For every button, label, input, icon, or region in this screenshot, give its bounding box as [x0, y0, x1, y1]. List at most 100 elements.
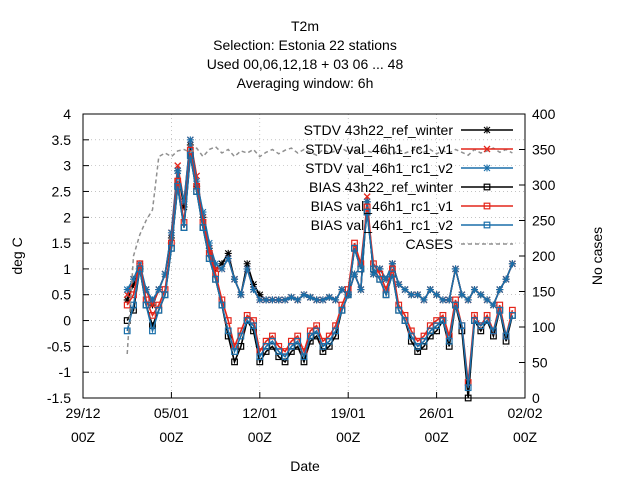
legend-entry: STDV 43h22_ref_winter: [304, 122, 513, 138]
data-point: [237, 332, 245, 340]
data-point: [130, 275, 138, 283]
y-tick-label: 1: [63, 261, 71, 277]
data-point: [489, 301, 497, 309]
data-point: [338, 286, 346, 294]
title-line: Selection: Estonia 22 stations: [213, 37, 397, 53]
data-point: [268, 296, 276, 304]
data-point: [388, 260, 396, 268]
y2-tick-label: 0: [532, 390, 540, 406]
x-tick-label-time: 00Z: [248, 429, 273, 445]
data-point: [363, 198, 371, 206]
y2-tick-label: 400: [532, 106, 556, 122]
data-point: [174, 167, 182, 175]
legend-marker: [483, 221, 491, 229]
data-point: [477, 322, 485, 330]
y-tick-label: 0.5: [52, 287, 72, 303]
data-point: [496, 286, 504, 294]
data-point: [319, 342, 327, 350]
legend-marker: [483, 145, 491, 153]
data-point: [332, 327, 339, 335]
data-point: [249, 280, 257, 288]
x-tick-label: 19/01: [331, 405, 366, 421]
x-tick-label-time: 00Z: [425, 429, 450, 445]
data-point: [376, 265, 384, 273]
data-point: [174, 162, 182, 170]
data-point: [407, 291, 415, 299]
data-point: [212, 260, 220, 268]
data-point: [306, 293, 314, 301]
data-point: [414, 291, 422, 299]
data-point: [161, 270, 169, 278]
data-point: [433, 322, 440, 330]
series-6: [126, 145, 513, 355]
data-point: [123, 286, 131, 294]
y-tick-label: -1.5: [47, 390, 71, 406]
x-axis-label: Date: [290, 458, 320, 474]
data-point: [243, 317, 251, 324]
data-point: [142, 286, 150, 294]
data-point: [420, 337, 428, 345]
y-tick-label: 4: [63, 106, 71, 122]
legend-entry: BIAS 43h22_ref_winter: [309, 179, 513, 195]
x-tick-label-time: 00Z: [159, 429, 184, 445]
x-tick-label: 29/12: [65, 405, 100, 421]
data-point: [281, 353, 289, 361]
data-point: [420, 296, 428, 304]
data-point: [193, 188, 201, 195]
data-point: [452, 265, 460, 273]
data-point: [180, 203, 188, 211]
data-point: [363, 193, 371, 201]
legend: STDV 43h22_ref_winter STDV val_46h1_rc1_v…: [304, 122, 513, 252]
title-line: T2m: [291, 18, 319, 34]
legend-label: BIAS val_46h1_rc1_v1: [311, 198, 454, 214]
y2-tick-label: 350: [532, 142, 556, 158]
series-line: [126, 155, 514, 388]
data-point: [199, 224, 207, 232]
legend-entry: BIAS val_46h1_rc1_v2: [311, 217, 513, 233]
x-tick-label: 02/02: [507, 405, 542, 421]
data-point: [508, 311, 516, 319]
data-point: [395, 306, 403, 314]
axes: -1.5 -1 -0.5 0 0.5 1 1.5 2 2.5 3 3.5 4 0 50 100 150 200 2…: [47, 106, 556, 445]
data-point: [452, 301, 459, 309]
y-axis-label: deg C: [9, 237, 25, 274]
legend-label: BIAS 43h22_ref_winter: [309, 179, 453, 195]
data-point: [477, 291, 485, 299]
legend-entry: STDV val_46h1_rc1_v2: [305, 160, 513, 176]
y-tick-label: -1: [59, 364, 72, 380]
data-point: [155, 306, 163, 314]
legend-marker: [483, 202, 491, 210]
data-point: [483, 317, 491, 324]
legend-marker: [483, 126, 491, 134]
data-point: [439, 317, 447, 324]
x-tick-label: 26/01: [419, 405, 454, 421]
data-point: [180, 224, 188, 232]
series-layer: [123, 136, 516, 402]
data-point: [161, 291, 169, 299]
data-point: [168, 244, 175, 252]
legend-marker: [483, 183, 491, 191]
data-point: [224, 327, 232, 335]
data-point: [237, 342, 245, 350]
data-point: [407, 332, 415, 340]
series-line: [126, 145, 513, 355]
legend-label: STDV val_46h1_rc1_v2: [305, 160, 453, 176]
data-point: [250, 322, 257, 330]
data-point: [464, 394, 472, 402]
x-tick-label-time: 00Z: [71, 429, 96, 445]
x-tick-label: 12/01: [242, 405, 277, 421]
y-tick-label: 3.5: [52, 132, 72, 148]
legend-entry: BIAS val_46h1_rc1_v1: [311, 198, 513, 214]
data-point: [262, 342, 270, 350]
data-point: [130, 280, 138, 288]
data-point: [382, 275, 390, 283]
data-point: [351, 270, 359, 278]
y2-tick-label: 300: [532, 177, 556, 193]
data-point: [174, 182, 182, 190]
data-point: [464, 384, 472, 392]
data-point: [275, 296, 283, 304]
data-point: [224, 255, 232, 263]
data-point: [249, 286, 257, 294]
data-point: [382, 291, 390, 299]
data-point: [357, 286, 365, 294]
